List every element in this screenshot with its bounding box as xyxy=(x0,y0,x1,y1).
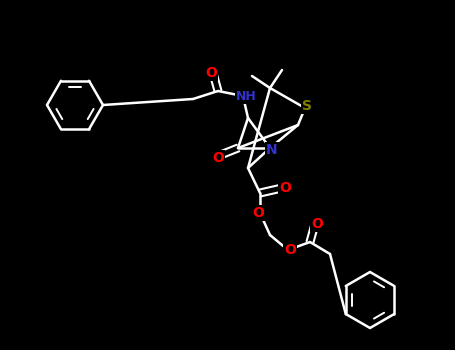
Text: O: O xyxy=(279,181,291,195)
Text: O: O xyxy=(205,66,217,80)
Text: O: O xyxy=(212,151,224,165)
Text: O: O xyxy=(252,206,264,220)
Text: NH: NH xyxy=(236,90,256,103)
Text: N: N xyxy=(266,143,278,157)
Text: O: O xyxy=(311,217,323,231)
Text: S: S xyxy=(302,99,312,113)
Text: O: O xyxy=(284,243,296,257)
